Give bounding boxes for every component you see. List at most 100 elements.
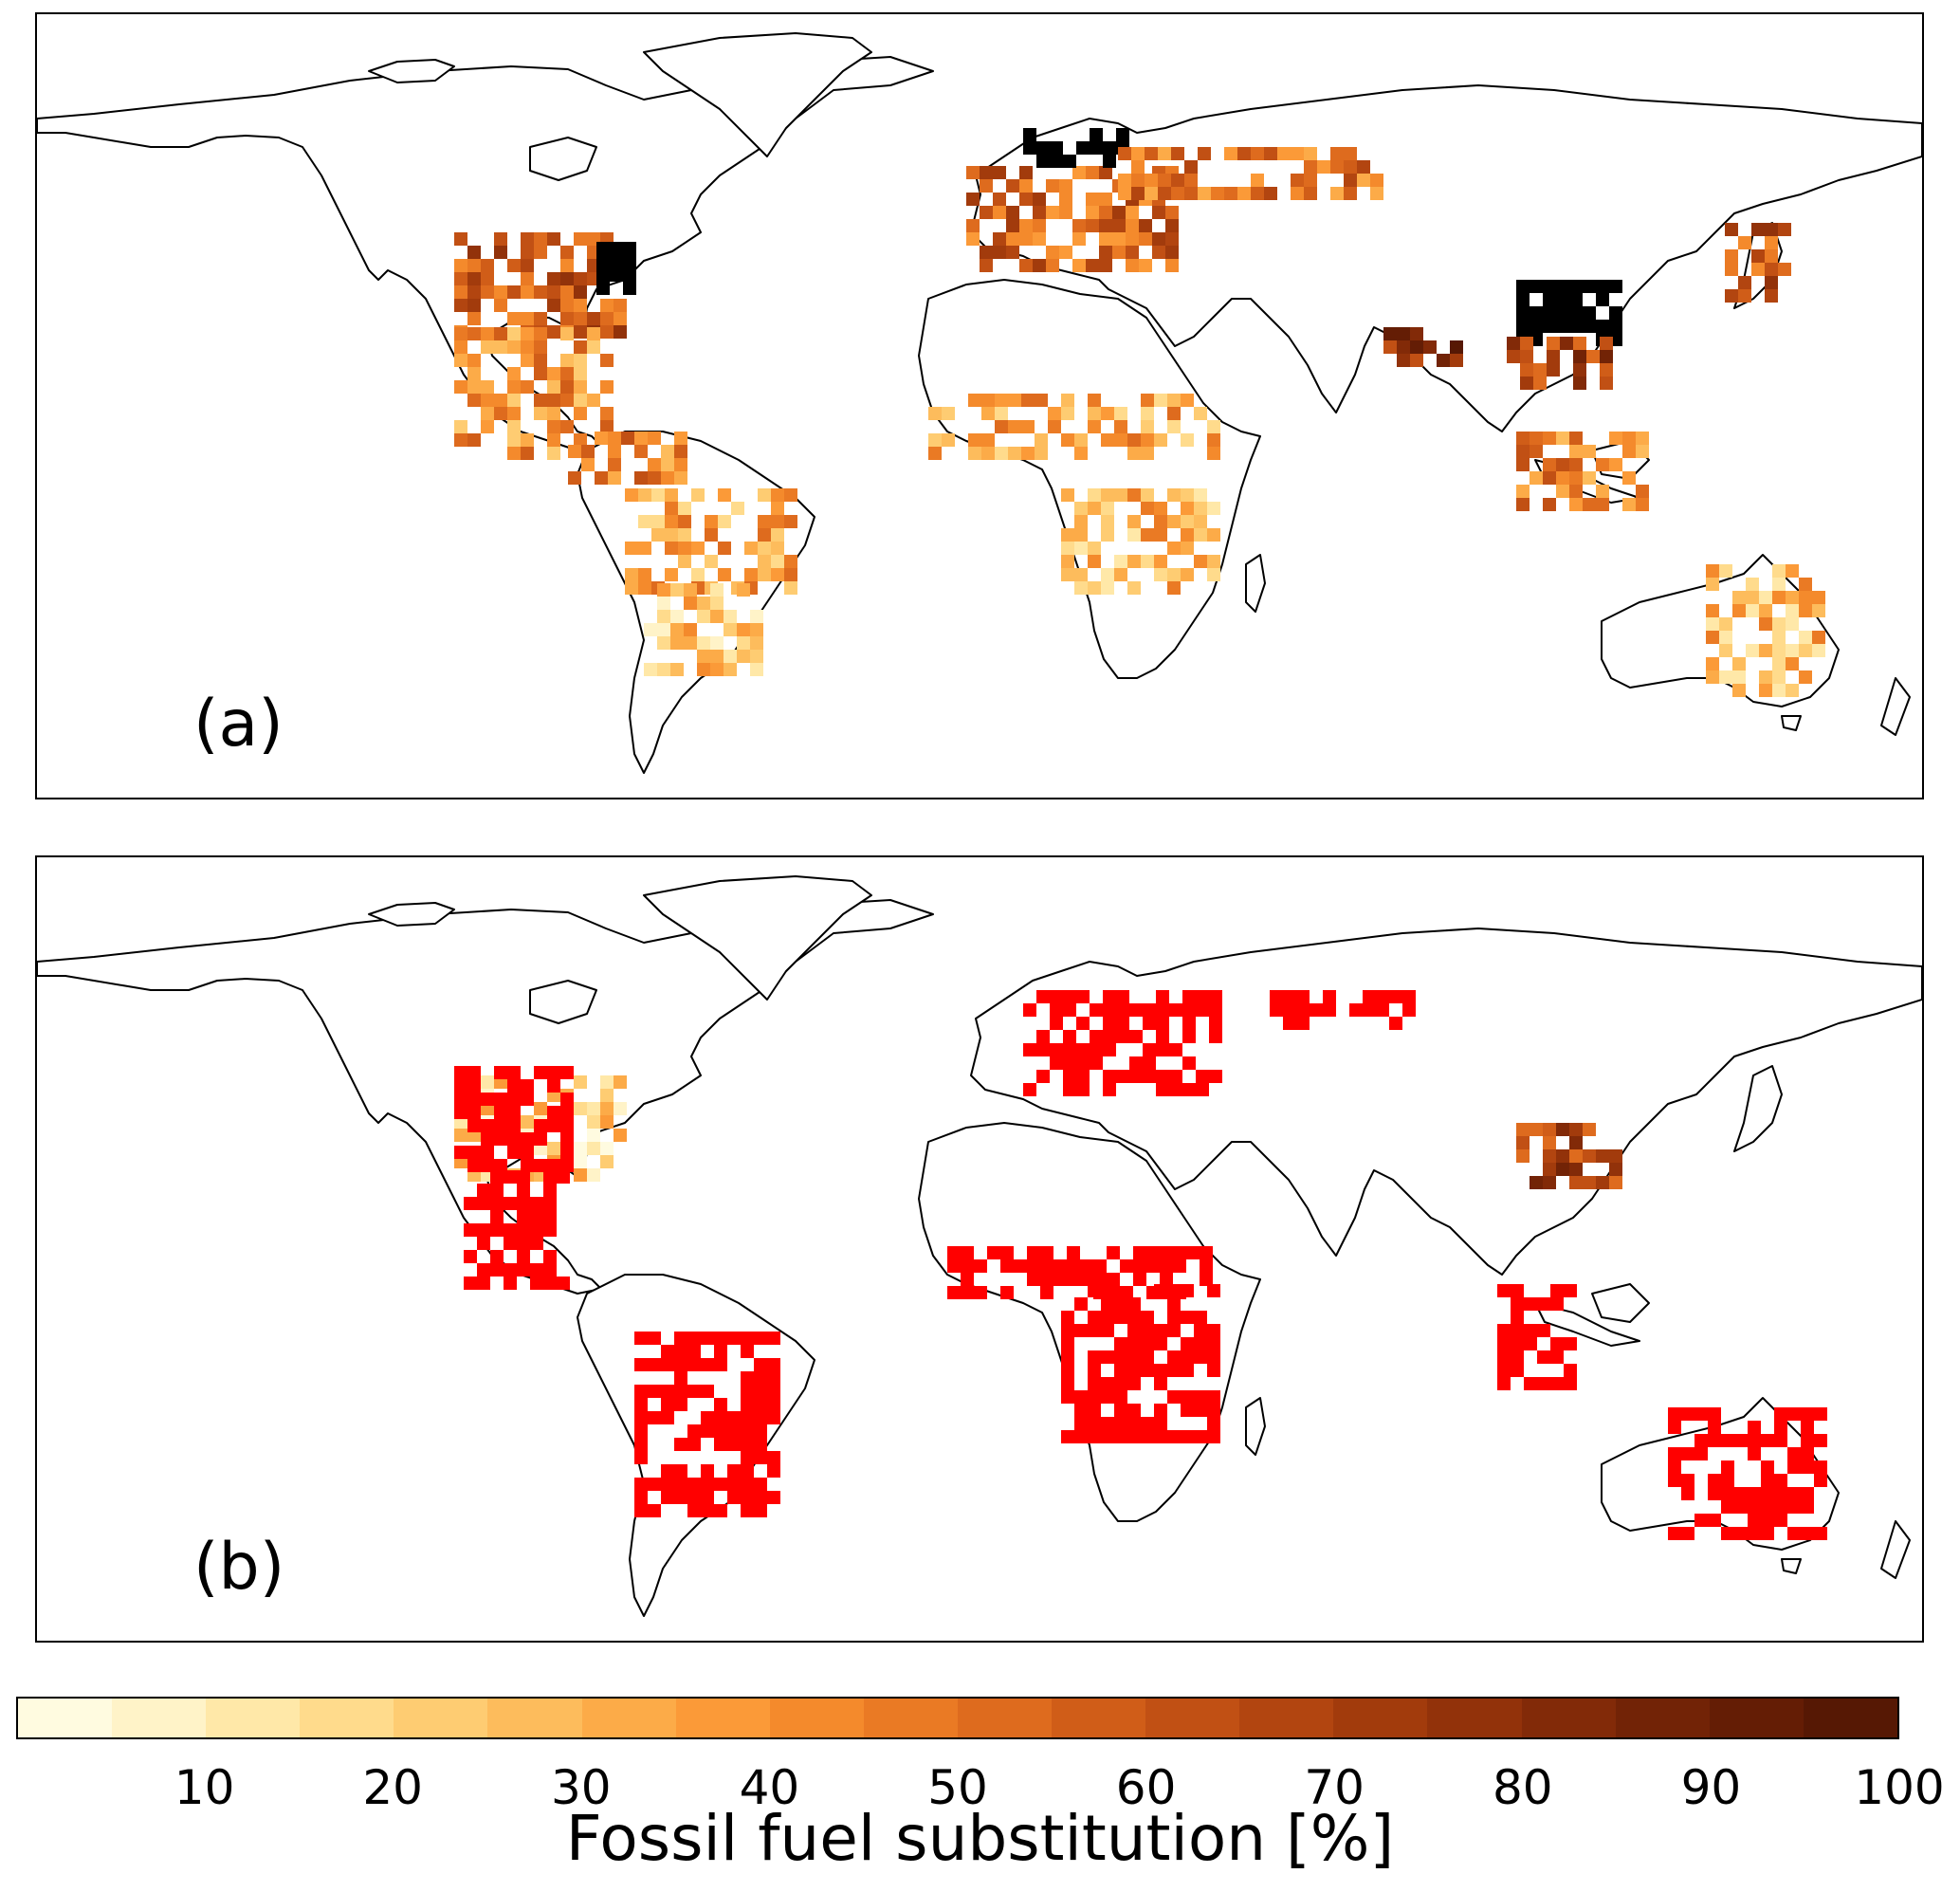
grid-cell [504,1223,517,1237]
grid-cell [1036,155,1050,168]
grid-cell [651,515,665,528]
grid-cell [534,340,547,354]
grid-cell [634,1451,648,1464]
grid-cell [1596,280,1609,293]
grid-cell [1143,1070,1156,1083]
grid-cell [767,1464,780,1478]
grid-cell [1186,1246,1200,1259]
grid-cell [1708,1474,1721,1487]
grid-cell [1583,1123,1596,1136]
grid-cell [1141,394,1154,407]
grid-cell [1194,502,1207,515]
grid-cell [507,1066,521,1079]
grid-cell [1801,1527,1814,1540]
grid-cell [490,1210,504,1223]
grid-cell [1145,147,1158,160]
grid-cell [1019,193,1033,206]
grid-cell [744,568,758,581]
grid-cell [600,299,614,312]
grid-cell [521,447,534,460]
grid-cell [1152,232,1165,246]
grid-cell [1061,407,1074,420]
grid-cell [1609,1163,1622,1176]
grid-cell [705,528,718,542]
grid-cell [714,1332,727,1345]
grid-cell [1076,1017,1090,1030]
grid-cell [1154,568,1167,581]
grid-cell [574,1168,587,1182]
grid-cell [674,445,687,458]
grid-cell [714,1424,727,1438]
grid-cell [1035,394,1048,407]
grid-cell [467,285,481,299]
grid-cell [1074,447,1088,460]
grid-cell [481,1159,494,1172]
grid-cell [1511,1350,1524,1364]
grid-cell [521,433,534,447]
grid-cell [574,1142,587,1155]
grid-cell [1694,1407,1708,1421]
grid-cell [481,1119,494,1132]
grid-cell [1050,1003,1063,1017]
grid-cell [1264,147,1277,160]
grid-cell [1156,990,1169,1003]
grid-cell [1706,604,1719,617]
grid-cell [1363,1003,1376,1017]
grid-cell [1194,515,1207,528]
grid-cell [648,1478,661,1491]
grid-cell [1053,1273,1067,1286]
grid-cell [547,1066,560,1079]
grid-cell [1759,644,1772,657]
grid-cell [1681,1474,1694,1487]
grid-cell [521,272,534,285]
grid-cell [1023,1083,1036,1096]
grid-cell [517,1197,530,1210]
grid-cell [701,1504,714,1517]
grid-cell [1596,1176,1609,1189]
grid-cell [767,1491,780,1504]
grid-cell [1721,1460,1734,1474]
grid-cell [1198,187,1211,200]
grid-cell [1076,1070,1090,1083]
grid-cell [1194,528,1207,542]
grid-cell [1772,564,1786,578]
grid-cell [1063,1070,1076,1083]
grid-cell [1786,591,1799,604]
grid-cell [1556,320,1569,333]
grid-cell [1596,458,1609,471]
grid-cell [1090,1043,1103,1056]
grid-cell [754,1504,767,1517]
grid-cell [560,285,574,299]
grid-cell [623,282,636,295]
grid-cell [1721,1434,1734,1447]
grid-cell [1370,187,1383,200]
grid-cell [1171,174,1184,187]
grid-cell [758,515,771,528]
colorbar-segment [112,1699,207,1737]
grid-cell [1154,1430,1167,1443]
grid-cell [1103,990,1116,1003]
grid-cell [701,1491,714,1504]
grid-cell [1746,578,1759,591]
grid-cell [1127,1417,1141,1430]
grid-cell [1093,1273,1107,1286]
grid-cell [1787,1487,1801,1500]
grid-cell [547,1106,560,1119]
grid-cell [1182,1017,1196,1030]
grid-cell [1748,1434,1761,1447]
grid-cell [724,623,737,636]
grid-cell [1000,1286,1014,1299]
grid-cell [1600,350,1613,363]
grid-cell [547,380,560,394]
grid-cell [1801,1447,1814,1460]
grid-cell [1437,354,1450,367]
grid-cell [1063,1043,1076,1056]
grid-cell [697,610,710,623]
grid-cell [534,1066,547,1079]
grid-cell [1120,1286,1133,1299]
panel-label-a: (a) [193,687,284,762]
grid-cell [521,246,534,259]
grid-cell [1126,206,1139,219]
grid-cell [560,394,574,407]
grid-cell [714,1504,727,1517]
